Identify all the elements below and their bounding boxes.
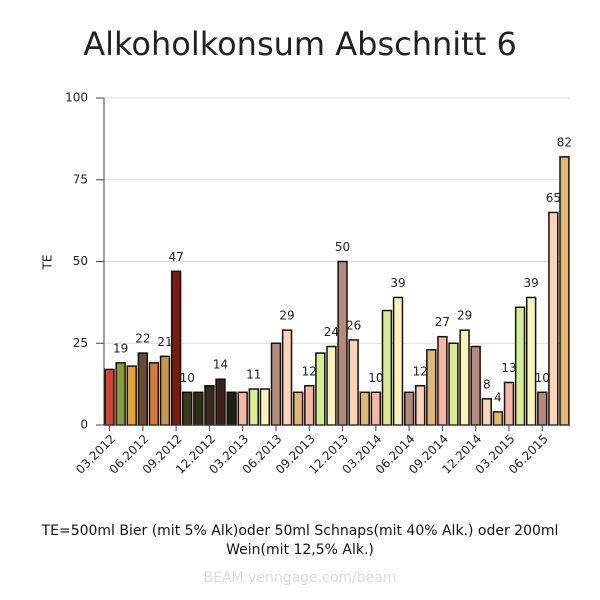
bar xyxy=(337,260,348,426)
bar xyxy=(492,411,504,426)
value-label: 19 xyxy=(113,341,128,355)
value-label: 24 xyxy=(324,325,339,339)
bar xyxy=(548,211,559,426)
value-label: 14 xyxy=(213,358,228,372)
bar xyxy=(348,339,359,426)
y-tick-label: 100 xyxy=(65,91,88,105)
bar xyxy=(359,391,370,426)
y-tick-label: 75 xyxy=(73,172,88,186)
bar xyxy=(537,391,548,426)
value-label: 50 xyxy=(335,240,350,254)
bar xyxy=(226,391,237,426)
bar xyxy=(326,345,337,426)
footnote: TE=500ml Bier (mit 5% Alk)oder 50ml Schn… xyxy=(41,523,559,558)
value-label: 27 xyxy=(435,315,450,329)
bar xyxy=(115,362,126,426)
bar xyxy=(292,391,304,426)
bar xyxy=(248,388,259,426)
watermark: BEAM venngage.com/beam xyxy=(203,570,397,586)
value-label: 29 xyxy=(457,309,472,323)
bar xyxy=(126,365,137,426)
bar xyxy=(437,335,448,426)
bar xyxy=(104,368,115,426)
value-label: 65 xyxy=(546,191,561,205)
bar xyxy=(182,391,193,426)
value-label: 21 xyxy=(157,335,172,349)
bar xyxy=(559,156,570,426)
chart-title: Alkoholkonsum Abschnitt 6 xyxy=(83,25,517,63)
bar xyxy=(259,388,271,426)
value-label: 10 xyxy=(368,371,383,385)
value-label: 11 xyxy=(246,368,261,382)
bar xyxy=(525,296,537,426)
bar xyxy=(392,296,404,426)
bar xyxy=(237,391,248,426)
bar xyxy=(148,362,160,426)
value-label: 22 xyxy=(135,332,150,346)
bar xyxy=(470,345,481,426)
bar xyxy=(415,385,426,426)
bar xyxy=(403,391,415,426)
bar xyxy=(426,349,437,426)
bar xyxy=(170,270,182,426)
bar xyxy=(448,342,459,426)
bar xyxy=(381,309,393,426)
value-label: 10 xyxy=(535,371,550,385)
value-label: 13 xyxy=(501,361,516,375)
bar xyxy=(304,385,315,426)
bar xyxy=(370,391,382,426)
value-label: 12 xyxy=(413,364,428,378)
value-label: 39 xyxy=(524,276,539,290)
value-label: 12 xyxy=(302,364,317,378)
bar xyxy=(481,398,492,426)
bar xyxy=(503,381,515,426)
bar xyxy=(159,355,171,426)
value-label: 29 xyxy=(279,309,294,323)
bar xyxy=(281,329,293,426)
value-label: 8 xyxy=(483,377,491,391)
bar xyxy=(215,378,226,426)
value-label: 4 xyxy=(494,390,502,404)
bar xyxy=(137,352,149,426)
value-label: 47 xyxy=(168,250,183,264)
bar xyxy=(315,352,326,426)
bar xyxy=(459,329,470,426)
y-axis-label: TE xyxy=(41,255,55,271)
y-tick-label: 25 xyxy=(73,336,88,350)
value-label: 10 xyxy=(180,371,195,385)
bar xyxy=(270,342,282,426)
value-label: 39 xyxy=(390,276,405,290)
bar xyxy=(514,306,526,426)
bar xyxy=(193,391,204,426)
bar xyxy=(204,385,215,426)
value-label: 26 xyxy=(346,318,361,332)
y-tick-label: 50 xyxy=(73,254,88,268)
y-tick-label: 0 xyxy=(80,418,88,432)
value-label: 82 xyxy=(557,135,572,149)
